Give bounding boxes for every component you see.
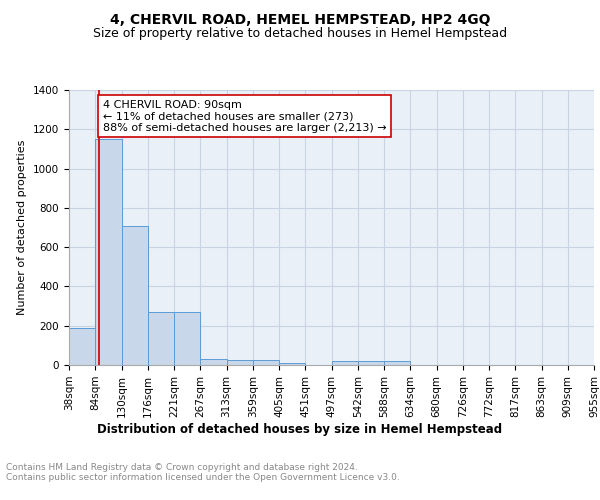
Text: Size of property relative to detached houses in Hemel Hempstead: Size of property relative to detached ho… — [93, 28, 507, 40]
Y-axis label: Number of detached properties: Number of detached properties — [17, 140, 28, 315]
Bar — [200, 359, 227, 365]
Bar — [253, 360, 279, 365]
Bar — [227, 360, 253, 365]
Text: Distribution of detached houses by size in Hemel Hempstead: Distribution of detached houses by size … — [97, 422, 503, 436]
Bar — [279, 362, 305, 365]
Bar — [121, 226, 148, 365]
Bar — [331, 362, 358, 365]
Bar — [95, 139, 121, 365]
Bar — [358, 362, 384, 365]
Bar — [69, 328, 95, 365]
Bar — [384, 362, 410, 365]
Text: 4, CHERVIL ROAD, HEMEL HEMPSTEAD, HP2 4GQ: 4, CHERVIL ROAD, HEMEL HEMPSTEAD, HP2 4G… — [110, 12, 490, 26]
Bar — [148, 312, 174, 365]
Bar — [174, 312, 200, 365]
Text: Contains HM Land Registry data © Crown copyright and database right 2024.
Contai: Contains HM Land Registry data © Crown c… — [6, 462, 400, 482]
Text: 4 CHERVIL ROAD: 90sqm
← 11% of detached houses are smaller (273)
88% of semi-det: 4 CHERVIL ROAD: 90sqm ← 11% of detached … — [103, 100, 386, 133]
